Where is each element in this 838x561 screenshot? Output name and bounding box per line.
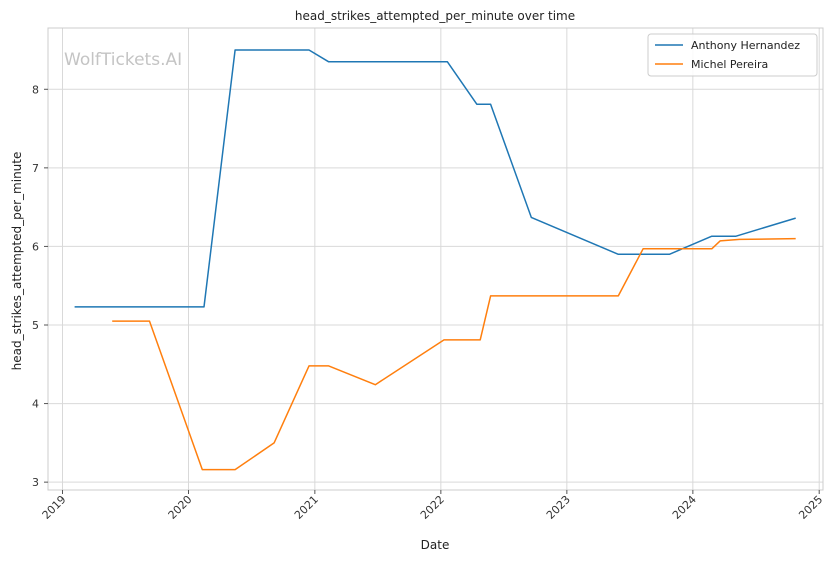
series-lines: [74, 49, 796, 471]
watermark-text: WolfTickets.AI: [64, 50, 182, 70]
y-tick-label: 3: [32, 476, 39, 489]
plot-frame: [47, 27, 824, 491]
legend: Anthony Hernandez Michel Pereira: [647, 33, 818, 77]
series-line-michel-pereira: [112, 237, 796, 471]
legend-box: [647, 33, 818, 77]
series-line-anthony-hernandez: [74, 49, 796, 308]
y-axis-label: head_strikes_attempted_per_minute: [10, 152, 24, 371]
grid: [48, 28, 823, 490]
y-tick-label: 5: [32, 319, 39, 332]
y-tick-label: 4: [32, 398, 39, 411]
y-tick-label: 7: [32, 162, 39, 175]
y-tick-label: 8: [32, 83, 39, 96]
legend-label-michel-pereira: Michel Pereira: [691, 58, 768, 71]
x-axis-label: Date: [421, 538, 450, 552]
y-tick-label: 6: [32, 240, 39, 253]
y-axis-ticks: 3 4 5 6 7 8: [32, 83, 48, 489]
chart-title: head_strikes_attempted_per_minute over t…: [295, 9, 575, 23]
legend-label-anthony-hernandez: Anthony Hernandez: [691, 39, 800, 52]
